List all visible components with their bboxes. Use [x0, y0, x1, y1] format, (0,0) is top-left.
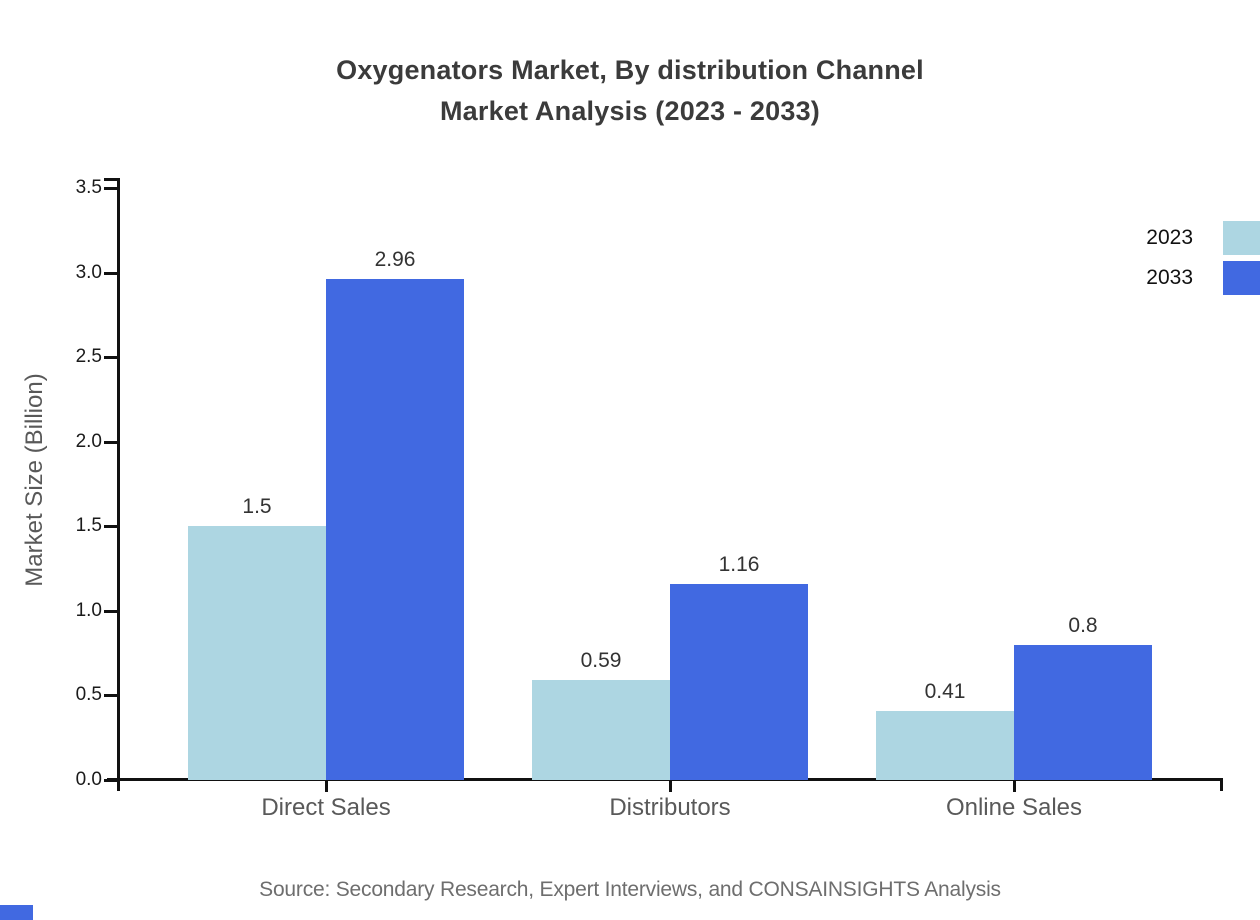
chart-title-line2: Market Analysis (2023 - 2033) [439, 96, 820, 126]
x-tick-line [669, 781, 672, 792]
y-tick-line [104, 779, 118, 782]
legend-label-2033: 2033 [1146, 266, 1193, 289]
y-tick-line [104, 441, 118, 444]
y-tick-label: 0.0 [75, 769, 102, 790]
bar-value-label: 0.41 [924, 680, 966, 703]
bar-value-label: 0.8 [1068, 614, 1098, 637]
x-tick-line [325, 781, 328, 792]
y-tick-line [104, 694, 118, 697]
bar-2023-distributors [532, 680, 670, 780]
y-tick-label: 3.5 [75, 177, 102, 198]
bar-value-label: 1.16 [718, 553, 760, 576]
y-axis-line [117, 178, 120, 791]
legend-swatch-2033 [1223, 261, 1260, 295]
bar-2023-online-sales [876, 711, 1014, 780]
x-axis-right-cap [1220, 778, 1223, 791]
bar-value-label: 0.59 [580, 649, 622, 672]
y-tick-line [104, 272, 118, 275]
legend-swatch-2023 [1223, 221, 1260, 255]
category-label: Direct Sales [261, 794, 391, 821]
source-note: Source: Secondary Research, Expert Inter… [259, 878, 1001, 901]
chart-title-line1: Oxygenators Market, By distribution Chan… [336, 55, 924, 85]
bar-2033-online-sales [1014, 645, 1152, 780]
category-label: Online Sales [945, 794, 1083, 821]
y-tick-line [104, 187, 118, 190]
y-axis-top-cap [104, 178, 118, 181]
y-tick-line [104, 610, 118, 613]
y-tick-label: 1.0 [75, 600, 102, 621]
bar-value-label: 1.5 [242, 495, 272, 518]
x-tick-line [1013, 781, 1016, 792]
watermark-square [0, 905, 33, 920]
bar-2033-distributors [670, 584, 808, 780]
category-label: Distributors [609, 794, 731, 821]
bar-2023-direct-sales [188, 526, 326, 780]
y-tick-line [104, 356, 118, 359]
y-tick-line [104, 525, 118, 528]
chart-title: Oxygenators Market, By distribution Chan… [0, 50, 1260, 132]
y-tick-label: 0.5 [75, 684, 102, 705]
bar-value-label: 2.96 [374, 248, 416, 271]
y-tick-label: 2.0 [75, 431, 102, 452]
legend-label-2023: 2023 [1146, 226, 1193, 249]
y-tick-label: 2.5 [75, 346, 102, 367]
bar-2033-direct-sales [326, 279, 464, 780]
y-tick-label: 1.5 [75, 515, 102, 536]
y-tick-label: 3.0 [75, 262, 102, 283]
